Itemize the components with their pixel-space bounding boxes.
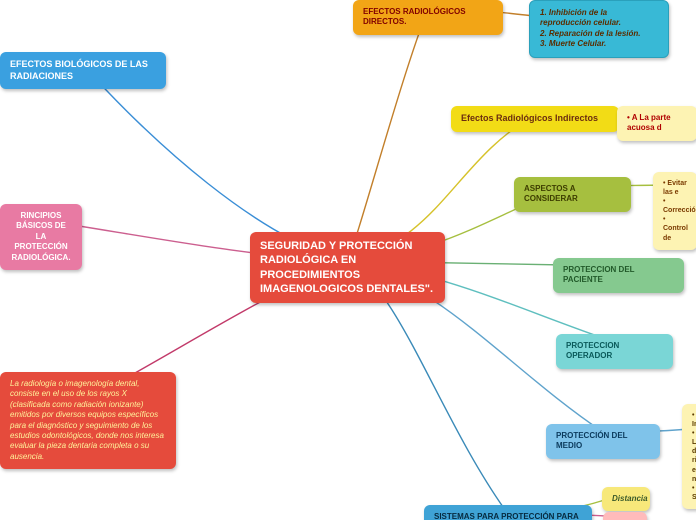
node-prot-paciente: PROTECCION DEL PACIENTE [553,258,684,293]
node-efectos-directos: EFECTOS RADIOLÓGICOS DIRECTOS. [353,0,503,35]
node-prot-operador: PROTECCION OPERADOR [556,334,673,369]
node-def: La radiología o imagenología dental, con… [0,372,176,469]
node-principios: RINCIPIOS BÁSICOS DE LA PROTECCIÓN RADIO… [0,204,82,270]
node-aspectos: ASPECTOS A CONSIDERAR [514,177,631,212]
edge-center-efectos-directos [348,9,429,261]
node-detail-directos: 1. Inhibición de la reproducción celular… [529,0,669,58]
node-detail-indirectos: • A La parte acuosa d [617,106,696,141]
node-bio: EFECTOS BIOLÓGICOS DE LAS RADIACIONES [0,52,166,89]
node-efectos-indirectos: Efectos Radiológicos Indirectos [451,106,619,132]
node-blindaje: Blindaje [603,512,647,520]
node-prot-medio: PROTECCIÓN DEL MEDIO [546,424,660,459]
center-node: SEGURIDAD Y PROTECCIÓN RADIOLÓGICA EN PR… [250,232,445,303]
node-sistemas: SISTEMAS PARA PROTECCIÓN PARA [424,505,592,520]
node-detail-medio: • In • La del rie el n • Se [682,404,696,509]
node-distancia: Distancia [602,487,650,511]
node-detail-aspectos: • Evitar las e • Corrección • Control de [653,172,696,250]
